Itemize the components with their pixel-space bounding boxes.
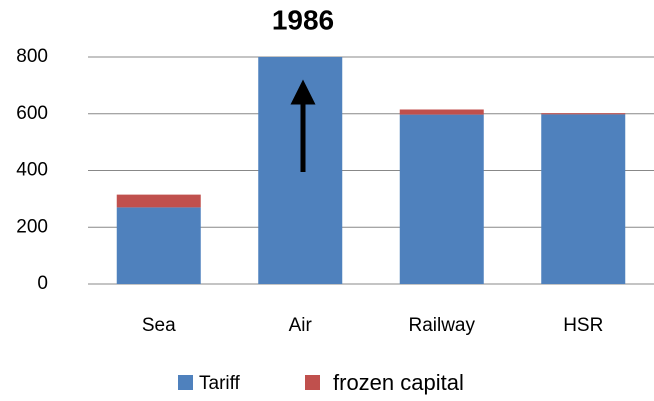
bar-segment xyxy=(399,109,484,115)
y-tick-label: 0 xyxy=(37,273,48,294)
chart-title: 1986 xyxy=(272,4,334,35)
x-tick-label: HSR xyxy=(563,315,603,336)
legend-label: frozen capital xyxy=(333,370,464,395)
legend-swatch xyxy=(305,375,320,390)
bar-segment xyxy=(399,114,484,284)
x-tick-label: Sea xyxy=(142,315,176,336)
legend-label: Tariff xyxy=(199,373,241,394)
y-tick-label: 200 xyxy=(16,216,48,237)
y-tick-label: 600 xyxy=(16,103,48,124)
bar-segment xyxy=(541,114,626,284)
legend-swatch xyxy=(178,375,193,390)
bar-segment xyxy=(116,207,201,284)
x-tick-label: Air xyxy=(289,315,313,336)
y-tick-label: 800 xyxy=(16,46,48,67)
bar-segment xyxy=(541,113,626,115)
x-tick-label: Railway xyxy=(408,315,475,336)
bar-segment xyxy=(116,194,201,208)
y-tick-label: 400 xyxy=(16,160,48,181)
bar-segment xyxy=(258,57,343,284)
